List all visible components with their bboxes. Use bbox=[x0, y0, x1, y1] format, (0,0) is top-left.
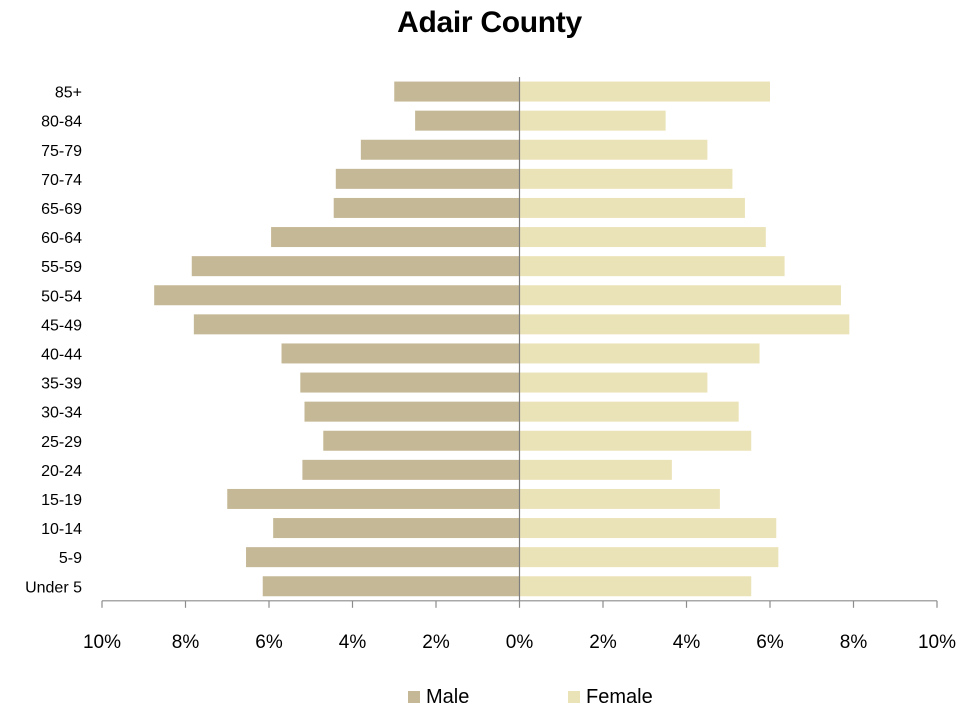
bar-male bbox=[193, 314, 520, 335]
category-labels: 85+ 80-84 75-79 70-74 65-69 60-64 55-59 50-54 45… bbox=[25, 85, 82, 597]
bar-female bbox=[519, 372, 708, 393]
legend-item-male: Male bbox=[408, 682, 469, 712]
bar-female bbox=[519, 488, 720, 509]
x-tick-label: 2% bbox=[422, 632, 450, 653]
bar-female bbox=[519, 285, 841, 306]
bar-female bbox=[519, 168, 733, 189]
bar-male bbox=[227, 488, 520, 509]
bar-male bbox=[246, 547, 520, 568]
legend-label-male: Male bbox=[426, 685, 470, 708]
bar-male bbox=[300, 372, 520, 393]
category-label: 35-39 bbox=[41, 376, 82, 393]
x-tick-label: 10% bbox=[918, 632, 956, 653]
x-tick-label: 6% bbox=[255, 632, 283, 653]
bar-female bbox=[519, 518, 777, 539]
category-label: 60-64 bbox=[41, 230, 82, 247]
bar-male bbox=[304, 401, 520, 422]
bar-female bbox=[519, 430, 752, 451]
category-label: 5-9 bbox=[59, 550, 82, 567]
female-swatch bbox=[568, 691, 580, 703]
bar-female bbox=[519, 227, 766, 248]
bar-male bbox=[191, 256, 520, 277]
bar-male bbox=[335, 168, 520, 189]
bar-female bbox=[519, 576, 752, 597]
bar-male bbox=[415, 110, 520, 131]
category-label: 20-24 bbox=[41, 463, 82, 480]
category-label: 40-44 bbox=[41, 346, 82, 363]
bar-female bbox=[519, 256, 785, 277]
bar-male bbox=[262, 576, 520, 597]
bar-male bbox=[271, 227, 520, 248]
category-label: 55-59 bbox=[41, 259, 82, 276]
bar-female bbox=[519, 139, 708, 160]
bar-male bbox=[360, 139, 520, 160]
x-tick-label: 0% bbox=[506, 632, 534, 653]
x-tick-label: 2% bbox=[589, 632, 617, 653]
male-swatch bbox=[408, 691, 420, 703]
bar-female bbox=[519, 547, 779, 568]
bar-male bbox=[333, 197, 520, 218]
bar-female bbox=[519, 343, 760, 364]
x-tick-label: 6% bbox=[756, 632, 784, 653]
bars-group bbox=[154, 81, 850, 597]
category-label: 45-49 bbox=[41, 317, 82, 334]
chart-title: Adair County bbox=[397, 6, 582, 39]
bar-female bbox=[519, 401, 739, 422]
x-tick-label: 4% bbox=[339, 632, 367, 653]
category-label: 25-29 bbox=[41, 434, 82, 451]
bar-male bbox=[273, 518, 520, 539]
category-label: 75-79 bbox=[41, 143, 82, 160]
x-tick-label: 10% bbox=[83, 632, 121, 653]
bar-male bbox=[154, 285, 520, 306]
bar-male bbox=[323, 430, 520, 451]
x-tick-label: 8% bbox=[840, 632, 868, 653]
x-axis: 10% 8% 6% 4% 2% 0% 2% 4% 6% 8% 10% bbox=[83, 77, 956, 653]
category-label: Under 5 bbox=[25, 579, 82, 596]
bar-female bbox=[519, 459, 672, 480]
bar-female bbox=[519, 197, 745, 218]
category-label: 80-84 bbox=[41, 114, 82, 131]
bar-male bbox=[281, 343, 520, 364]
legend-label-female: Female bbox=[586, 685, 653, 708]
category-label: 10-14 bbox=[41, 521, 82, 538]
bar-male bbox=[302, 459, 520, 480]
category-label: 70-74 bbox=[41, 172, 82, 189]
category-label: 50-54 bbox=[41, 288, 82, 305]
x-tick-label: 4% bbox=[673, 632, 701, 653]
category-label: 15-19 bbox=[41, 492, 82, 509]
category-label: 30-34 bbox=[41, 405, 82, 422]
bar-female bbox=[519, 81, 770, 102]
legend-item-female: Female bbox=[568, 682, 653, 712]
bar-male bbox=[394, 81, 520, 102]
bar-female bbox=[519, 314, 850, 335]
x-tick-label: 8% bbox=[172, 632, 200, 653]
category-label: 85+ bbox=[55, 85, 82, 102]
bar-female bbox=[519, 110, 666, 131]
category-label: 65-69 bbox=[41, 201, 82, 218]
